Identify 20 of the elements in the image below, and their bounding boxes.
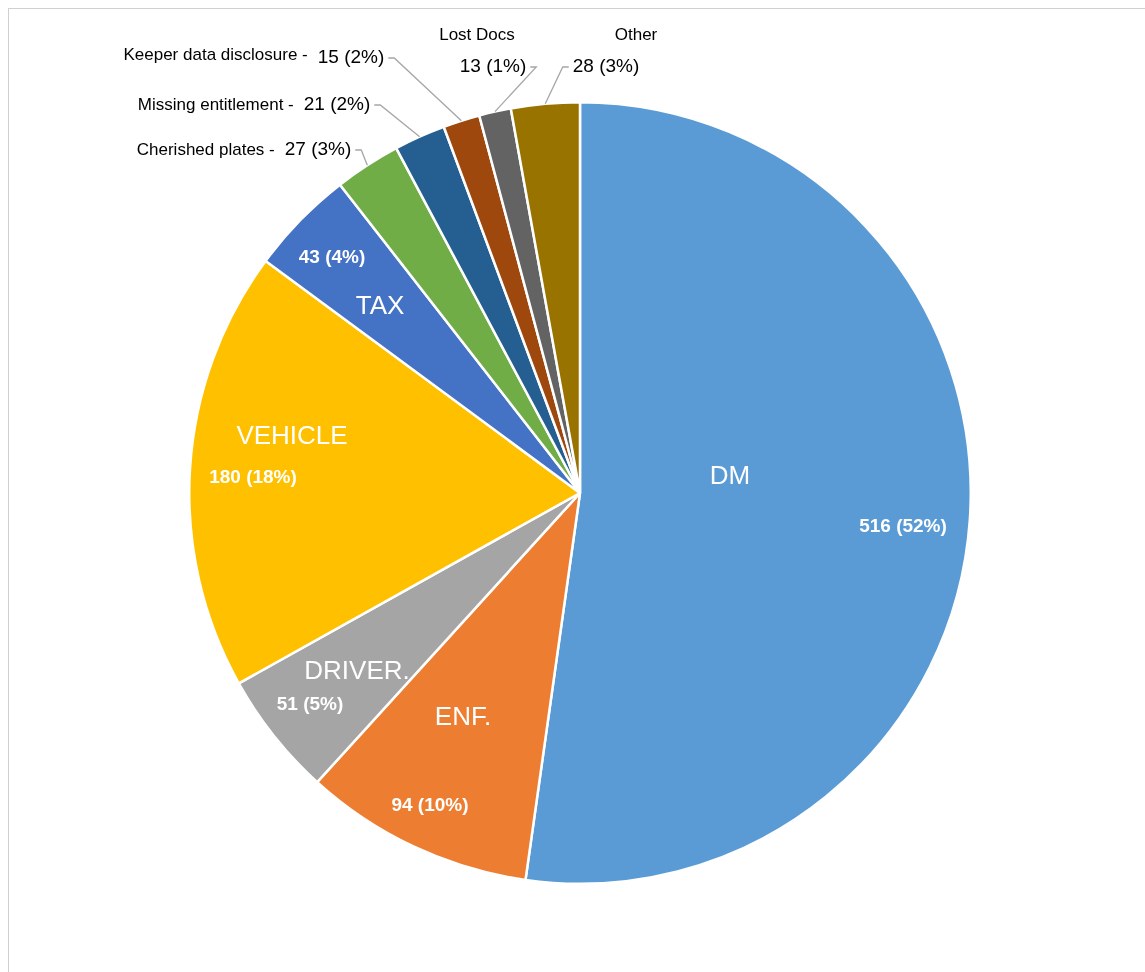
data-label: 28 (3%) [572, 55, 640, 77]
data-label: 13 (1%) [459, 55, 527, 77]
slice-label: DRIVER. [304, 655, 410, 686]
data-label: 516 (52%) [859, 515, 947, 537]
slice-label: DM [709, 460, 751, 491]
slice-label: Keeper data disclosure - [123, 44, 308, 64]
data-label: 51 (5%) [276, 693, 344, 715]
slice-label: Cherished plates - [136, 139, 275, 159]
data-label: 94 (10%) [391, 794, 469, 816]
slice-label: ENF. [434, 701, 492, 732]
slice-label: TAX [355, 290, 405, 321]
slice-label: Lost Docs [439, 24, 515, 44]
data-label: 43 (4%) [298, 246, 366, 268]
data-label: 27 (3%) [284, 138, 352, 160]
slice-label: VEHICLE [236, 420, 348, 451]
data-label: 15 (2%) [317, 46, 385, 68]
slice-label: Missing entitlement - [137, 94, 294, 114]
slice-label: Other [614, 24, 658, 44]
data-label: 21 (2%) [303, 93, 371, 115]
data-label: 180 (18%) [209, 466, 297, 488]
